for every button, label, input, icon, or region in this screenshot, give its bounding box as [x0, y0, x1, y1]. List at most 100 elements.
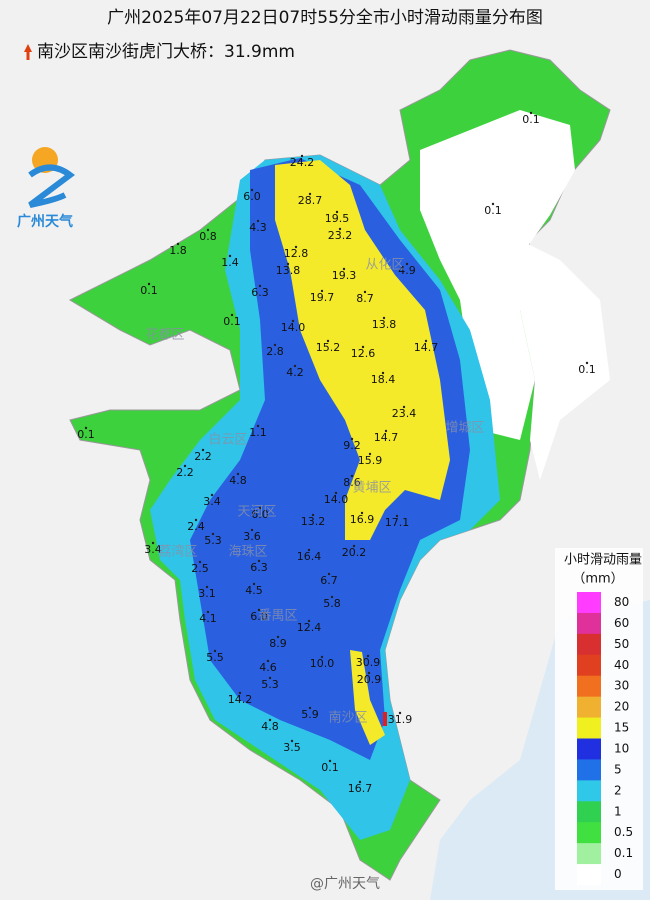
station-dot: [147, 282, 151, 286]
legend-swatch: [577, 717, 601, 739]
station-value: 4.1: [199, 612, 217, 625]
region-none: [420, 110, 575, 440]
station-dot: [273, 343, 277, 347]
station-dot: [84, 426, 88, 430]
legend-swatch: [577, 738, 601, 760]
station-value: 0.1: [578, 363, 596, 376]
station-dot: [308, 192, 312, 196]
station-value: 6.3: [251, 286, 269, 299]
legend-swatch: [577, 843, 601, 865]
station-value: 9.2: [343, 439, 361, 452]
station-dot: [256, 219, 260, 223]
station-value: 5.3: [204, 534, 222, 547]
station-value: 16.9: [350, 513, 375, 526]
station-dot: [286, 262, 290, 266]
station-value: 0.1: [321, 761, 339, 774]
station-value: 3.1: [198, 587, 216, 600]
station-dot: [361, 345, 365, 349]
station-value: 3.4: [203, 495, 221, 508]
station-dot: [366, 654, 370, 658]
legend-label: 15: [614, 721, 629, 735]
legend-swatch: [577, 864, 601, 886]
district-name: 花都区: [145, 327, 184, 343]
district-name: 黄埔区: [352, 481, 391, 496]
station-value: 4.9: [398, 264, 416, 277]
station-dot: [327, 572, 331, 576]
station-value: 17.1: [385, 516, 410, 529]
district-name: 天河区: [237, 505, 276, 520]
station-value: 2.5: [191, 562, 209, 575]
station-dot: [307, 619, 311, 623]
station-value: 23.2: [328, 229, 353, 242]
station-dot: [151, 541, 155, 545]
station-value: 2.8: [266, 345, 284, 358]
station-value: 24.2: [290, 156, 315, 169]
station-dot: [291, 319, 295, 323]
station-dot: [206, 610, 210, 614]
title: 广州2025年07月22日07时55分全市小时滑动雨量分布图: [107, 8, 543, 28]
legend-label: 0.1: [614, 846, 633, 860]
station-dot: [290, 739, 294, 743]
station-dot: [352, 544, 356, 548]
station-value: 8.7: [356, 292, 374, 305]
station-dot: [230, 313, 234, 317]
station-dot: [198, 560, 202, 564]
station-value: 1.8: [169, 244, 187, 257]
station-value: 14.0: [324, 493, 349, 506]
station-dot: [368, 452, 372, 456]
legend-label: 1: [614, 804, 622, 818]
station-dot: [294, 245, 298, 249]
legend-label: 20: [614, 700, 629, 714]
station-value: 13.8: [276, 264, 301, 277]
station-dot: [205, 585, 209, 589]
logo-text: 广州天气: [17, 213, 73, 230]
legend-swatch: [577, 612, 601, 635]
legend-label: 60: [614, 616, 629, 630]
legend-label: 2: [614, 783, 622, 797]
station-value: 0.1: [484, 204, 502, 217]
station-value: 14.0: [281, 321, 306, 334]
station-value: 19.3: [332, 269, 357, 282]
legend-swatch: [577, 696, 601, 719]
max-arrow: [24, 44, 32, 60]
station-dot: [236, 472, 240, 476]
station-value: 20.2: [342, 546, 367, 559]
station-dot: [201, 448, 205, 452]
station-value: 31.9: [388, 713, 413, 726]
station-value: 5.9: [301, 708, 319, 721]
legend-swatch: [577, 592, 601, 614]
logo: 广州天气: [17, 147, 76, 230]
station-value: 12.4: [297, 621, 322, 634]
max-marker: [383, 712, 387, 726]
station-dot: [491, 202, 495, 206]
legend-label: 40: [614, 658, 629, 672]
station-value: 13.2: [301, 515, 326, 528]
station-dot: [320, 289, 324, 293]
district-name: 从化区: [365, 258, 404, 273]
station-dot: [328, 759, 332, 763]
station-value: 16.4: [297, 550, 322, 563]
station-value: 4.5: [245, 584, 263, 597]
station-value: 1.1: [249, 426, 267, 439]
station-value: 6.0: [251, 508, 269, 521]
station-value: 14.7: [414, 341, 439, 354]
subtitle: 南沙区南沙街虎门大桥：31.9mm: [37, 42, 295, 62]
station-dot: [211, 532, 215, 536]
station-dot: [367, 671, 371, 675]
legend-label: 0.5: [614, 825, 633, 839]
station-dot: [398, 711, 402, 715]
station-dot: [334, 491, 338, 495]
station-dot: [257, 559, 261, 563]
legend-swatch: [577, 759, 601, 781]
station-dot: [300, 154, 304, 158]
station-dot: [382, 316, 386, 320]
station-dot: [360, 511, 364, 515]
legend-label: 5: [614, 762, 622, 776]
region-none-east: [520, 240, 610, 480]
district-name: 白云区: [208, 432, 247, 448]
station-value: 4.2: [286, 366, 304, 379]
station-value: 23.4: [392, 407, 417, 420]
station-value: 14.7: [374, 431, 399, 444]
station-dot: [424, 339, 428, 343]
